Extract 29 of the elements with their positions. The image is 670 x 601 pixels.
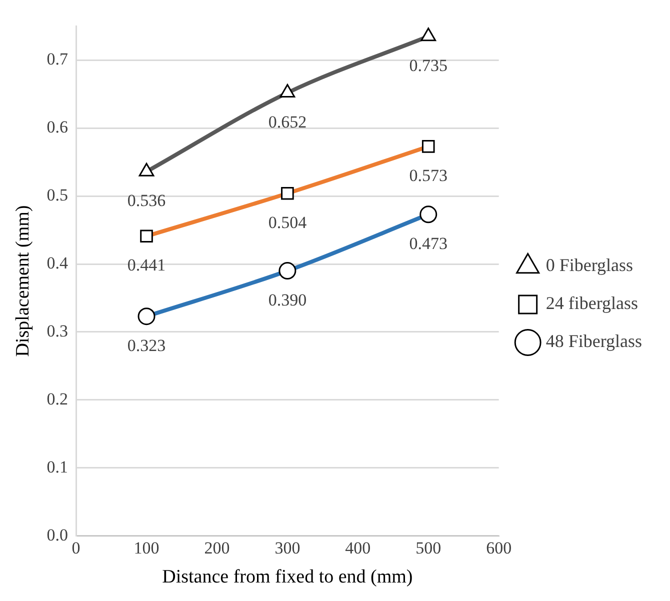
x-tick-label: 300: [274, 538, 300, 558]
y-tick-label: 0.3: [46, 321, 68, 340]
data-label: 0.323: [127, 336, 166, 355]
x-tick-label: 600: [486, 538, 512, 558]
x-axis-title: Distance from fixed to end (mm): [162, 566, 413, 588]
data-label: 0.652: [268, 112, 307, 132]
data-label: 0.441: [127, 256, 166, 275]
x-tick-label: 100: [134, 538, 160, 558]
y-axis-title: Displacement (mm): [12, 205, 34, 357]
legend-label: 48 Fiberglass: [546, 331, 642, 352]
x-tick-label: 200: [204, 538, 230, 558]
legend-label: 0 Fiberglass: [546, 255, 633, 276]
y-tick-label: 0.4: [46, 253, 69, 272]
legend-label: 24 fiberglass: [546, 293, 638, 314]
x-tick-label: 0: [72, 538, 80, 558]
data-label: 0.473: [409, 234, 448, 253]
data-label: 0.573: [409, 166, 448, 185]
y-tick-label: 0.1: [46, 457, 68, 476]
x-tick-label: 400: [345, 538, 371, 558]
y-tick-label: 0.2: [46, 389, 68, 408]
data-label: 0.390: [268, 290, 307, 310]
y-tick-label: 0.6: [46, 118, 68, 137]
y-tick-label: 0.0: [46, 525, 68, 544]
x-tick-label: 500: [416, 538, 442, 558]
data-label: 0.504: [268, 212, 308, 232]
y-tick-label: 0.7: [46, 50, 69, 69]
y-tick-label: 0.5: [46, 186, 68, 205]
data-label: 0.735: [409, 56, 448, 75]
data-label: 0.536: [127, 191, 166, 210]
